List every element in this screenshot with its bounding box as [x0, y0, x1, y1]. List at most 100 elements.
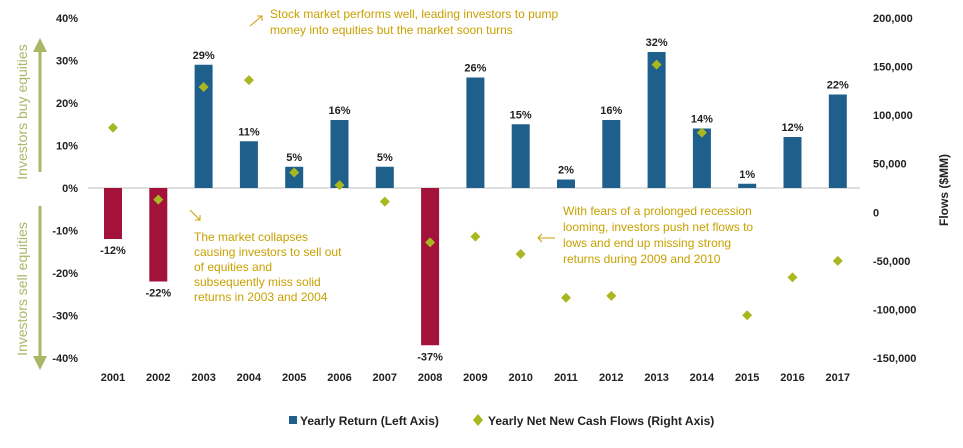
annotation-right: With fears of a prolonged recession loom…: [537, 204, 753, 266]
flow-point-2011: [561, 292, 571, 303]
bar-label-2017: 22%: [827, 80, 849, 92]
right-axis-tick-label: -150,000: [873, 353, 916, 365]
bar-label-2011: 2%: [558, 165, 574, 177]
bar-2002: [149, 188, 168, 282]
flow-point-2006: [334, 180, 345, 191]
bar-label-2016: 12%: [781, 122, 803, 134]
bar-2006: [330, 120, 349, 188]
flow-point-2004: [243, 75, 254, 86]
flow-point-2010: [515, 249, 526, 260]
annotation-left-line-3: of equities and: [194, 260, 272, 274]
bar-label-2005: 5%: [286, 152, 302, 164]
right-axis-tick-label: 100,000: [873, 110, 913, 122]
right-axis-tick-label: 200,000: [873, 13, 913, 25]
bar-label-2004: 11%: [238, 126, 260, 138]
bar-2013: [647, 52, 666, 188]
bar-2004: [239, 141, 258, 188]
annotation-right-arrowhead: [537, 233, 543, 243]
bar-2003: [194, 64, 213, 188]
bar-2014: [692, 128, 711, 188]
left-axis-tick-label: -10%: [52, 226, 78, 238]
annotation-left-line-5: returns in 2003 and 2004: [194, 290, 328, 304]
left-axis-tick-label: 0%: [62, 183, 78, 195]
left-axis-tick-label: 10%: [56, 141, 78, 153]
flow-point-2014: [696, 127, 707, 138]
legend-bar-label: Yearly Return (Left Axis): [300, 414, 439, 428]
x-axis-tick-label: 2017: [826, 372, 850, 384]
right-axis-tick-label: -50,000: [873, 256, 910, 268]
annotation-right-line-1: With fears of a prolonged recession: [563, 204, 752, 218]
left-axis-tick-label: -40%: [52, 353, 78, 365]
flow-point-2015: [742, 310, 753, 321]
bar-2007: [375, 166, 394, 188]
annotation-top-arrowhead: [257, 15, 263, 21]
x-axis-tick-label: 2001: [101, 372, 125, 384]
bar-label-2009: 26%: [464, 63, 486, 75]
annotation-left-arrowhead: [195, 215, 201, 221]
bar-label-2007: 5%: [377, 152, 393, 164]
left-axis-tick-label: 30%: [56, 56, 78, 68]
bar-2011: [557, 179, 575, 188]
left-axis-tick-label: 20%: [56, 98, 78, 110]
bar-2016: [783, 137, 802, 188]
legend-diamond-swatch: [473, 414, 483, 426]
bar-label-2014: 14%: [691, 114, 713, 126]
left-axis-tick-label: 40%: [56, 13, 78, 25]
right-axis-tick-label: 150,000: [873, 62, 913, 74]
flow-point-2005: [289, 167, 300, 178]
bar-2008: [421, 188, 440, 346]
annotation-left: The market collapses causing investors t…: [189, 209, 342, 304]
annotation-right-line-2: looming, investors push net flows to: [563, 220, 753, 234]
x-axis: 2001 2002 2003 2004 2005 2006 2007 2008 2009 2010…: [101, 372, 850, 384]
flow-point-2013: [651, 59, 662, 70]
left-axis-tick-label: -20%: [52, 268, 78, 280]
bar-label-2013: 32%: [646, 37, 668, 49]
flow-point-2002: [153, 194, 164, 205]
annotation-left-line-1: The market collapses: [194, 230, 308, 244]
annotation-top-line-1: Stock market performs well, leading inve…: [270, 7, 558, 21]
x-axis-tick-label: 2009: [463, 372, 487, 384]
legend-bar-swatch: [289, 416, 297, 424]
bar-2009: [466, 77, 485, 188]
side-arrow: [33, 38, 47, 370]
bar-label-2015: 1%: [739, 169, 755, 181]
bar-label-2008: -37%: [417, 351, 443, 363]
bar-2017: [828, 94, 847, 188]
x-axis-tick-label: 2008: [418, 372, 442, 384]
x-axis-tick-label: 2002: [146, 372, 170, 384]
annotation-left-line-2: causing investors to sell out: [194, 245, 342, 259]
annotation-left-line-4: subsequently miss solid: [194, 275, 321, 289]
flow-point-2012: [606, 290, 617, 301]
flow-point-2003: [198, 81, 209, 92]
legend: Yearly Return (Left Axis) Yearly Net New…: [289, 414, 714, 428]
x-axis-tick-label: 2005: [282, 372, 306, 384]
right-axis-tick-label: 50,000: [873, 159, 907, 171]
x-axis-tick-label: 2007: [373, 372, 397, 384]
right-axis-tick-label: -100,000: [873, 304, 916, 316]
flow-point-2017: [832, 255, 843, 266]
bar-2010: [511, 124, 530, 188]
x-axis-tick-label: 2006: [327, 372, 351, 384]
flow-points: [108, 59, 843, 321]
right-axis-tick-label: 0: [873, 207, 879, 219]
annotation-top-arrow: [249, 15, 263, 27]
right-axis: 200,000 150,000 100,000 50,000 0 -50,000 -100,…: [873, 13, 916, 365]
annotation-top: Stock market performs well, leading inve…: [249, 7, 558, 37]
x-axis-tick-label: 2003: [191, 372, 215, 384]
annotation-top-line-2: money into equities but the market soon …: [270, 23, 513, 37]
annotation-right-line-4: returns during 2009 and 2010: [563, 252, 721, 266]
x-axis-tick-label: 2016: [780, 372, 804, 384]
flow-point-2008: [425, 237, 436, 248]
bar-2012: [602, 120, 621, 188]
left-axis-tick-label: -30%: [52, 311, 78, 323]
annotation-right-line-3: lows and end up missing strong: [563, 236, 731, 250]
bar-label-2001: -12%: [100, 245, 126, 257]
flow-point-2016: [787, 272, 798, 283]
x-axis-tick-label: 2004: [237, 372, 262, 384]
bar-2001: [104, 188, 122, 239]
bar-label-2002: -22%: [145, 288, 171, 300]
side-arrow-up-head: [33, 38, 47, 52]
x-axis-tick-label: 2013: [644, 372, 668, 384]
